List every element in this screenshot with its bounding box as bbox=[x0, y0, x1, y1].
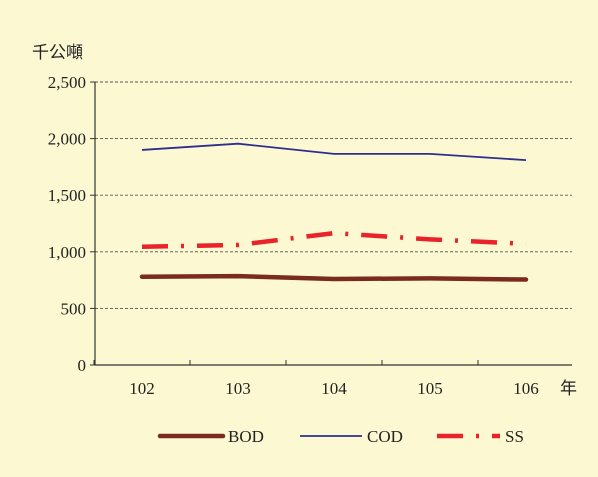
x-tick-label: 104 bbox=[321, 379, 347, 398]
axes bbox=[90, 81, 572, 366]
series-line-ss bbox=[141, 230, 527, 249]
x-axis-unit-label: 年 bbox=[560, 379, 577, 399]
tick-labels: 0 500 1,000 1,500 2,000 2,500 102 103 104 105 106 bbox=[48, 73, 539, 398]
legend: BOD COD SS bbox=[157, 427, 524, 446]
grid-lines bbox=[95, 81, 572, 309]
y-tick-label: 2,500 bbox=[48, 73, 86, 92]
x-tick-label: 103 bbox=[225, 379, 251, 398]
y-tick-label: 1,000 bbox=[48, 243, 86, 262]
y-tick-label: 500 bbox=[61, 299, 87, 318]
legend-label-cod: COD bbox=[367, 427, 403, 446]
y-tick-label: 2,000 bbox=[48, 130, 86, 149]
y-axis-unit-label: 千公噸 bbox=[32, 43, 83, 63]
series-line-bod bbox=[139, 273, 529, 282]
y-tick-label: 1,500 bbox=[48, 186, 86, 205]
x-tick-label: 105 bbox=[417, 379, 443, 398]
series-line-cod bbox=[141, 142, 527, 162]
x-tick-label: 102 bbox=[129, 379, 155, 398]
legend-label-bod: BOD bbox=[228, 427, 264, 446]
y-tick-label: 0 bbox=[78, 356, 87, 375]
data-series bbox=[139, 142, 529, 282]
x-tick-label: 106 bbox=[513, 379, 539, 398]
legend-label-ss: SS bbox=[505, 427, 524, 446]
